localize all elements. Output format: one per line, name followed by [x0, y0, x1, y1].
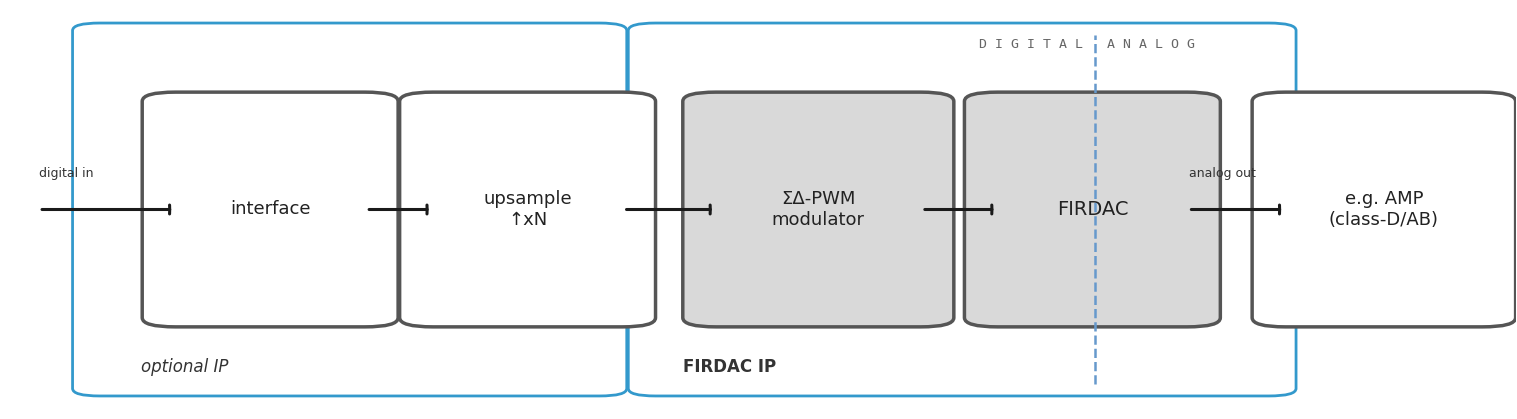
FancyBboxPatch shape	[1252, 92, 1515, 327]
FancyBboxPatch shape	[143, 92, 397, 327]
Text: interface: interface	[231, 201, 311, 218]
Text: e.g. AMP
(class-D/AB): e.g. AMP (class-D/AB)	[1329, 190, 1438, 229]
Text: FIRDAC IP: FIRDAC IP	[683, 358, 775, 376]
Text: optional IP: optional IP	[141, 358, 228, 376]
Text: digital in: digital in	[39, 167, 94, 180]
Text: analog out: analog out	[1188, 167, 1256, 180]
FancyBboxPatch shape	[683, 92, 954, 327]
FancyBboxPatch shape	[73, 23, 627, 396]
Text: upsample
↑xN: upsample ↑xN	[484, 190, 572, 229]
Text: D I G I T A L: D I G I T A L	[978, 38, 1083, 52]
FancyBboxPatch shape	[399, 92, 655, 327]
Text: A N A L O G: A N A L O G	[1107, 38, 1195, 52]
FancyBboxPatch shape	[965, 92, 1220, 327]
Text: FIRDAC: FIRDAC	[1057, 200, 1129, 219]
FancyBboxPatch shape	[628, 23, 1296, 396]
Text: ΣΔ-PWM
modulator: ΣΔ-PWM modulator	[772, 190, 865, 229]
